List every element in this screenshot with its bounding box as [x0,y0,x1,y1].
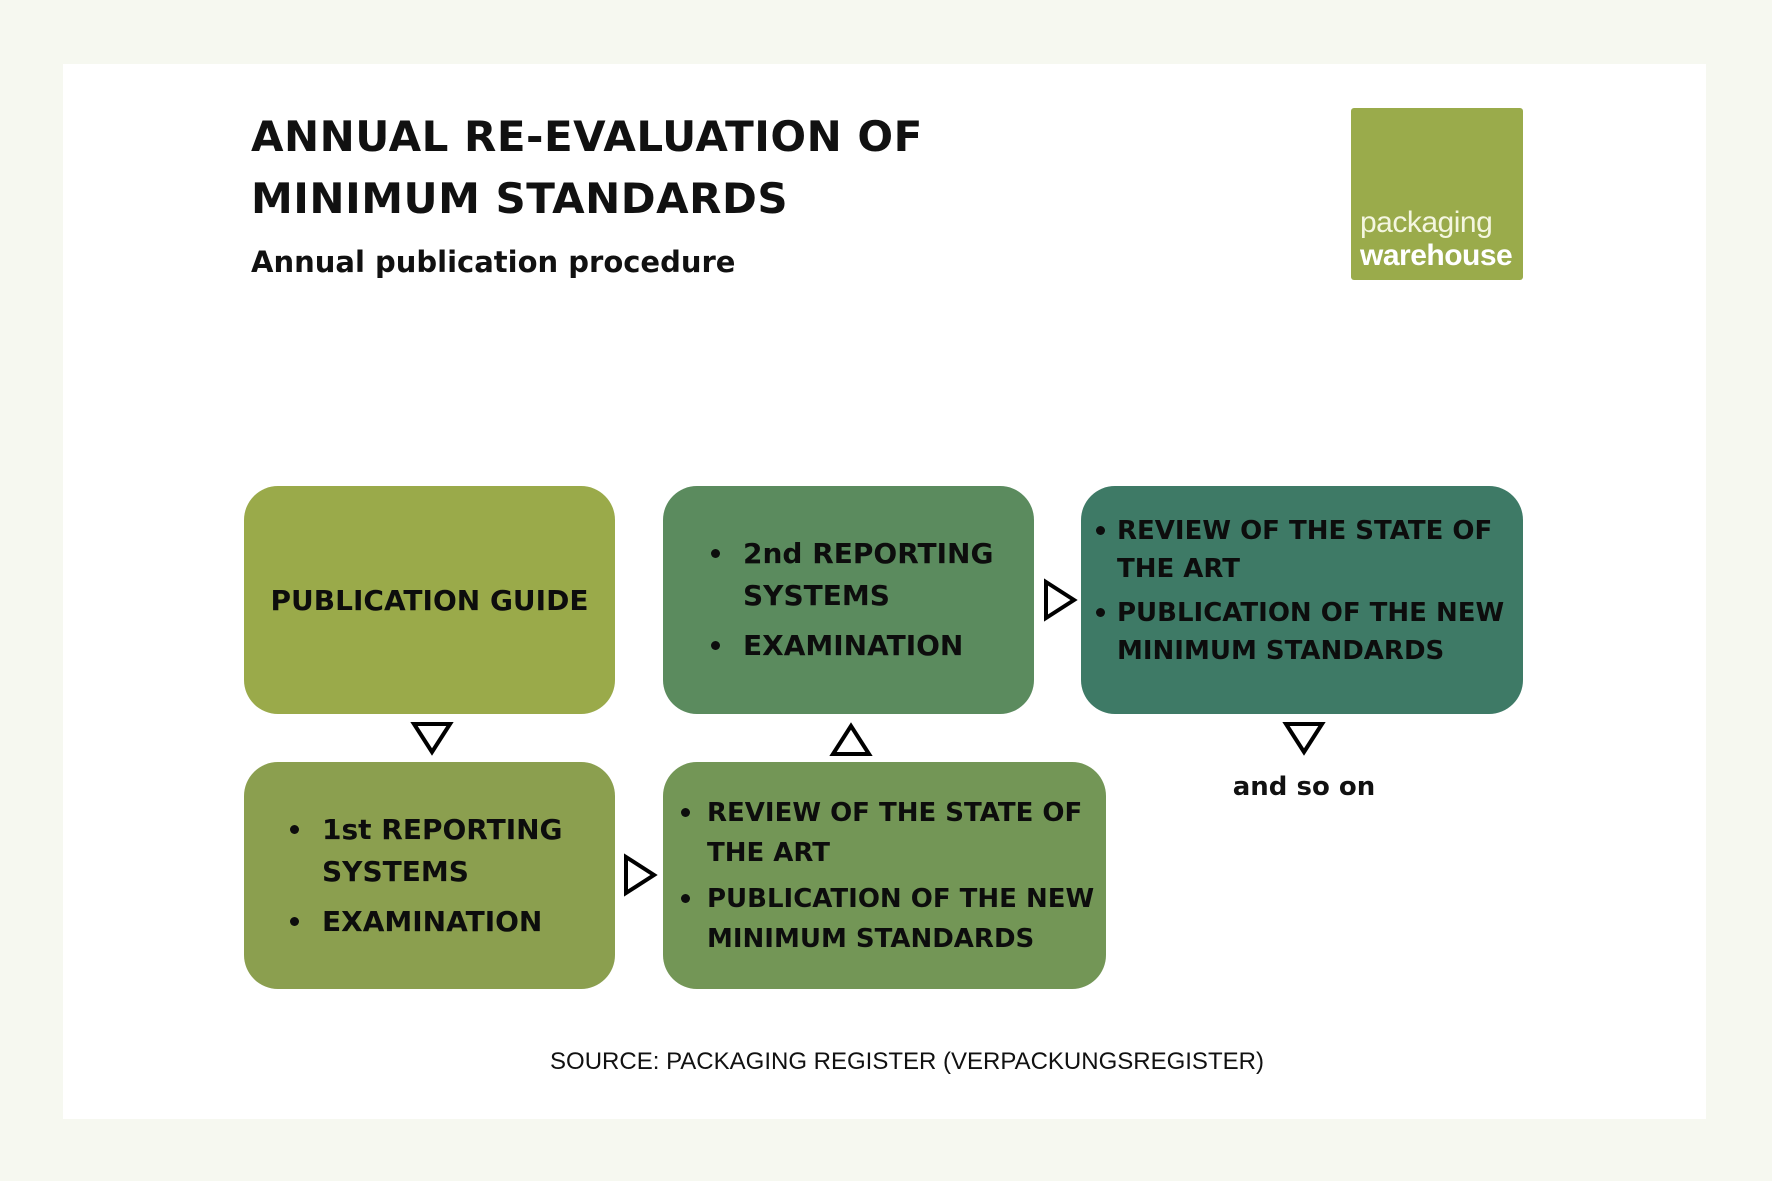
list-item: EXAMINATION [707,625,1034,667]
box-label: PUBLICATION GUIDE [270,583,589,617]
arrow-down-icon [410,722,454,756]
box-second-review: REVIEW OF THE STATE OF THE ART PUBLICATI… [1081,486,1523,714]
box-publication-guide: PUBLICATION GUIDE [244,486,615,714]
list-item: REVIEW OF THE STATE OF THE ART [1096,512,1523,588]
page-title: ANNUAL RE-EVALUATION OF MINIMUM STANDARD… [251,106,923,230]
list-item: 2nd REPORTING SYSTEMS [707,533,1034,617]
list-item: PUBLICATION OF THE NEW MINIMUM STANDARDS [1096,594,1523,670]
logo-text-1: packaging [1360,206,1493,239]
arrow-right-icon [1044,578,1078,622]
title-line-1: ANNUAL RE-EVALUATION OF [251,112,923,161]
box-first-review: REVIEW OF THE STATE OF THE ART PUBLICATI… [663,762,1106,989]
arrow-down-icon [1282,722,1326,756]
subtitle: Annual publication procedure [251,245,736,279]
logo-text-2: warehouse [1360,239,1513,272]
list-item: PUBLICATION OF THE NEW MINIMUM STANDARDS [679,879,1106,959]
list-item: 1st REPORTING SYSTEMS [286,809,615,893]
box-first-reporting: 1st REPORTING SYSTEMS EXAMINATION [244,762,615,989]
title-line-2: MINIMUM STANDARDS [251,174,789,223]
source-caption: SOURCE: PACKAGING REGISTER (VERPACKUNGSR… [550,1048,1264,1075]
continuation-label: and so on [1232,772,1376,802]
packaging-warehouse-logo: packaging warehouse [1351,108,1523,280]
arrow-right-icon [624,853,658,897]
list-item: REVIEW OF THE STATE OF THE ART [679,793,1106,873]
list-item: EXAMINATION [286,901,615,943]
box-second-reporting: 2nd REPORTING SYSTEMS EXAMINATION [663,486,1034,714]
arrow-up-icon [829,722,873,756]
